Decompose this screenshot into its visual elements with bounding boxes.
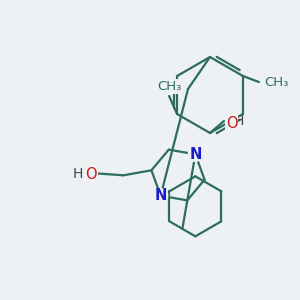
Text: N: N	[154, 188, 167, 203]
Text: N: N	[189, 147, 202, 162]
Circle shape	[188, 147, 203, 161]
Text: CH₃: CH₃	[157, 80, 181, 93]
Circle shape	[154, 189, 168, 203]
Text: O: O	[226, 116, 238, 130]
Text: O: O	[85, 167, 97, 182]
Text: CH₃: CH₃	[264, 76, 288, 88]
Text: H: H	[234, 114, 244, 128]
Text: H: H	[73, 167, 83, 181]
